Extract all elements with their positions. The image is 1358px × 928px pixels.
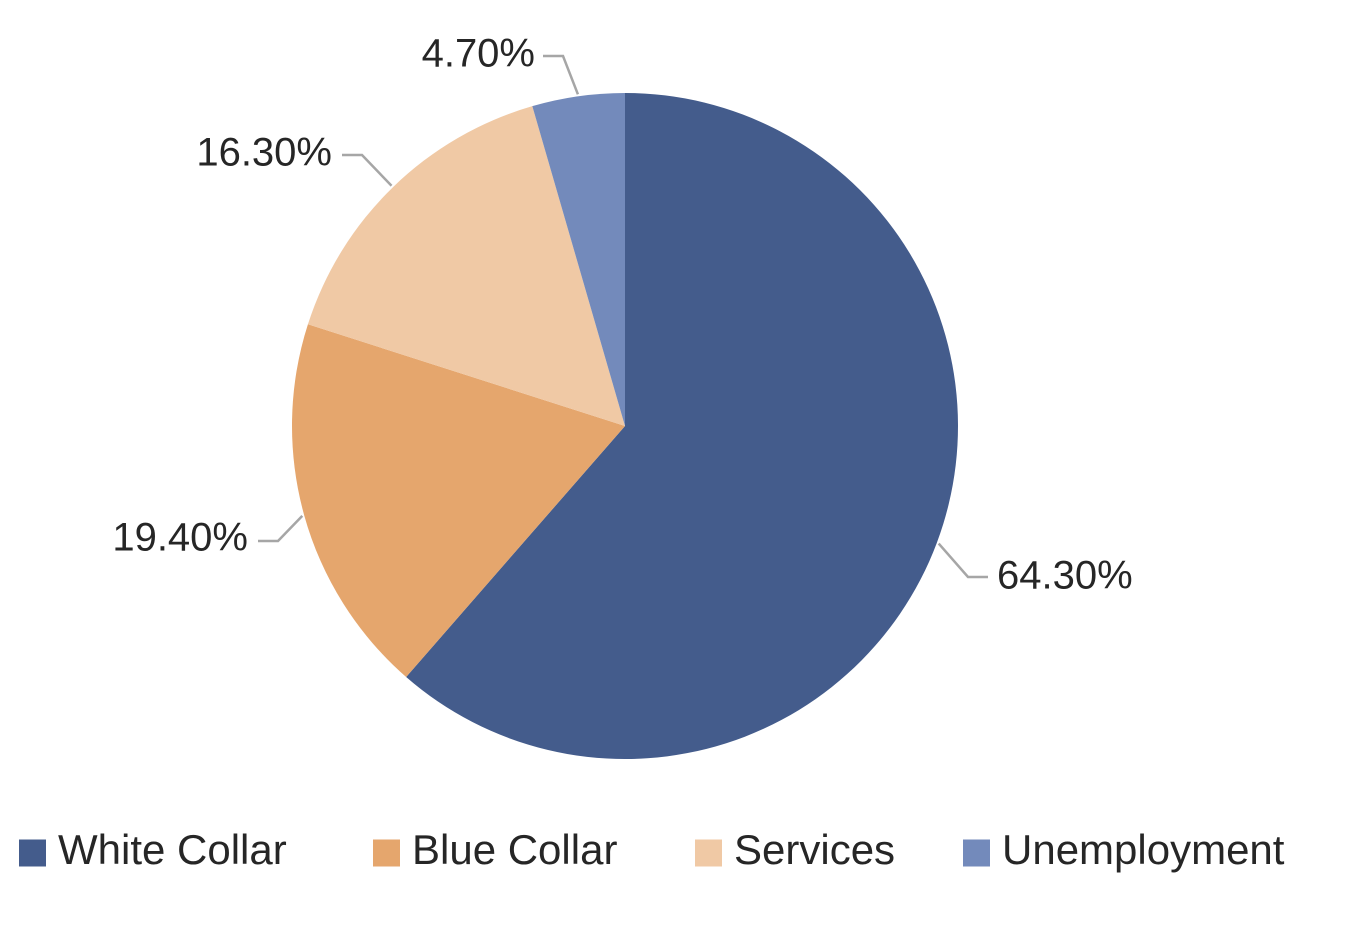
legend-swatch-services [695,839,722,867]
data-label-unemployment: 4.70% [422,32,535,76]
pie-slice-services [307,106,625,426]
pie-slice-white-collar [406,93,959,759]
pie-slice-unemployment [532,93,625,426]
leader-line-unemployment [543,54,580,95]
pie-slice-blue-collar [292,324,625,677]
legend-label-blue-collar: Blue Collar [412,826,617,873]
pie-slices [292,93,959,759]
leader-line-blue-collar [258,514,304,543]
leader-line-white-collar [937,542,988,579]
legend-swatch-blue-collar [373,839,400,867]
legend-swatch-white-collar [19,839,46,867]
legend-label-unemployment: Unemployment [1002,826,1285,873]
legend-label-white-collar: White Collar [58,826,287,873]
leader-line-services [342,153,393,187]
leader-lines [258,54,988,579]
legend-swatch-unemployment [963,839,990,867]
data-label-white-collar: 64.30% [997,554,1133,598]
legend: White Collar Blue Collar Services Unemploym… [19,826,1285,873]
data-labels: 64.30% 19.40% 16.30% 4.70% [112,32,1132,598]
data-label-blue-collar: 19.40% [112,516,248,560]
data-label-services: 16.30% [196,131,332,175]
legend-label-services: Services [734,826,895,873]
